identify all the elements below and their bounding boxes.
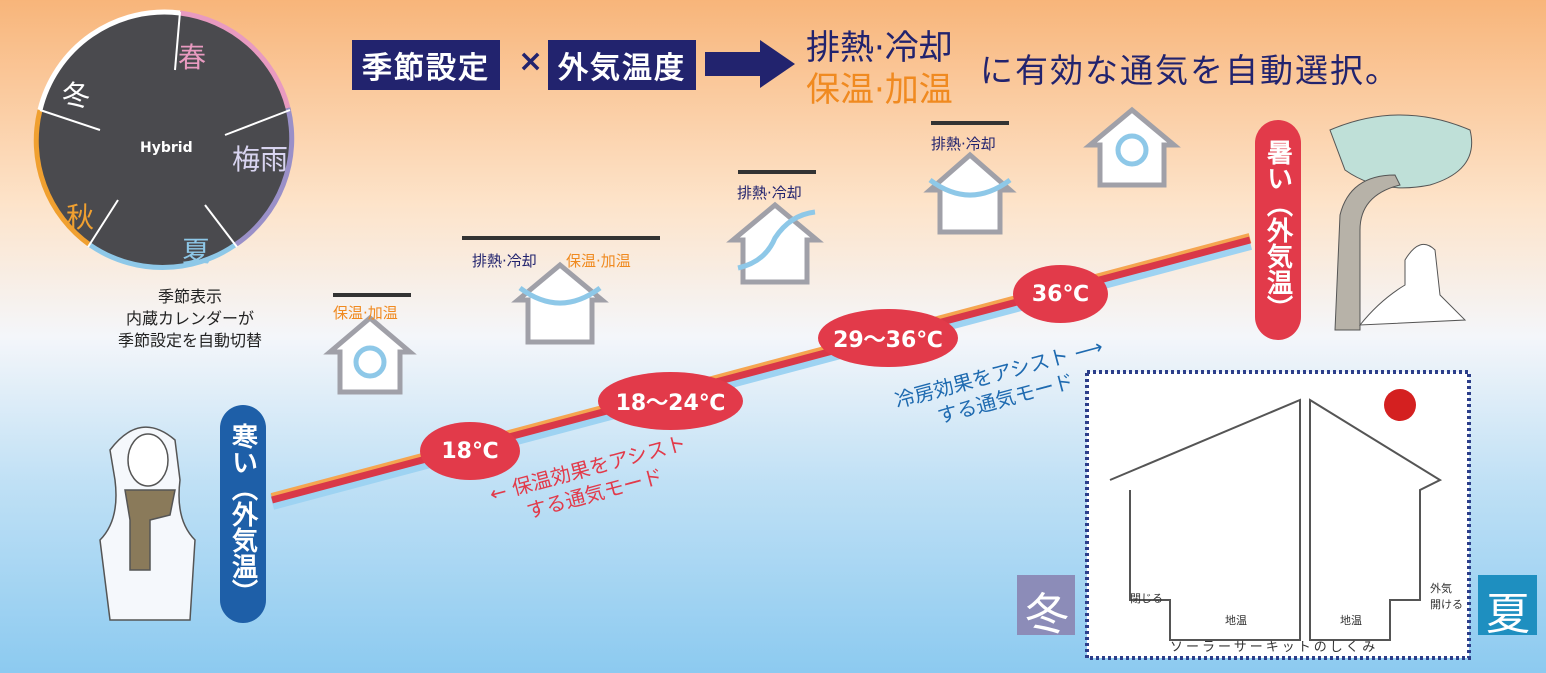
air-flows [353, 133, 1149, 379]
tagline: に有効な通気を自動選択。 [980, 51, 1400, 90]
inset-label: 外気 [1430, 582, 1452, 595]
mode-warm: 保温·加温 [806, 70, 953, 110]
mode-label: 排熱·冷却 [472, 252, 537, 270]
mode-label: 排熱·冷却 [931, 135, 996, 153]
winter-tag [1017, 575, 1075, 635]
mode-label: 保温·加温 [566, 252, 631, 270]
sun [1384, 389, 1416, 421]
season: 秋 [66, 201, 95, 234]
dial-center: Hybrid [140, 140, 193, 156]
cold-pill: 寒い（外気温） [220, 405, 266, 623]
winter-tag-text: 冬 [1025, 589, 1069, 640]
caption-line: 季節表示 [157, 287, 222, 306]
season: 冬 [62, 79, 91, 112]
temp-oval: 18〜24℃ [598, 372, 743, 430]
arrow [705, 40, 795, 88]
inset-label: 地温 [1225, 614, 1247, 627]
summer-arc [88, 242, 237, 270]
rainy-arc [233, 107, 295, 248]
inset-title: ソーラーサーキットのしくみ [1170, 640, 1379, 655]
mode-cool: 排熱·冷却 [806, 28, 953, 68]
summer-tag-text: 夏 [1486, 589, 1530, 640]
season: 梅雨 [232, 143, 289, 176]
times: × [518, 44, 544, 79]
outdoor-temp: 外気温度 [548, 40, 696, 90]
inset-label: 開ける [1430, 598, 1463, 611]
winter-arc [37, 9, 181, 111]
autumn-arc [33, 109, 92, 248]
mode-bars [333, 121, 1009, 297]
temp-oval: 18℃ [420, 422, 520, 480]
cold-person [99, 426, 196, 621]
temp-oval: 29〜36℃ [818, 309, 958, 367]
spring-arc [179, 10, 291, 109]
caption-line: 内蔵カレンダーが [125, 309, 254, 328]
tree-person [1329, 114, 1473, 331]
temp-oval: 36℃ [1013, 265, 1108, 323]
inset-label: 閉じる [1130, 592, 1163, 605]
hot-pill: 暑い（外気温） [1255, 120, 1301, 340]
season-dial [37, 12, 293, 268]
inset-house [1109, 398, 1443, 641]
season: 春 [178, 41, 207, 74]
season: 夏 [182, 235, 211, 268]
season-setting: 季節設定 [352, 40, 500, 90]
summer-tag [1478, 575, 1537, 635]
mode-label: 保温·加温 [333, 304, 398, 322]
mode-label: 排熱·冷却 [737, 184, 802, 202]
dial-dividers [39, 11, 291, 248]
caption-line: 季節設定を自動切替 [117, 331, 262, 350]
inset-label: 地温 [1340, 614, 1362, 627]
calendar-caption: 季節表示 内蔵カレンダーが 季節設定を自動切替 [95, 286, 285, 352]
